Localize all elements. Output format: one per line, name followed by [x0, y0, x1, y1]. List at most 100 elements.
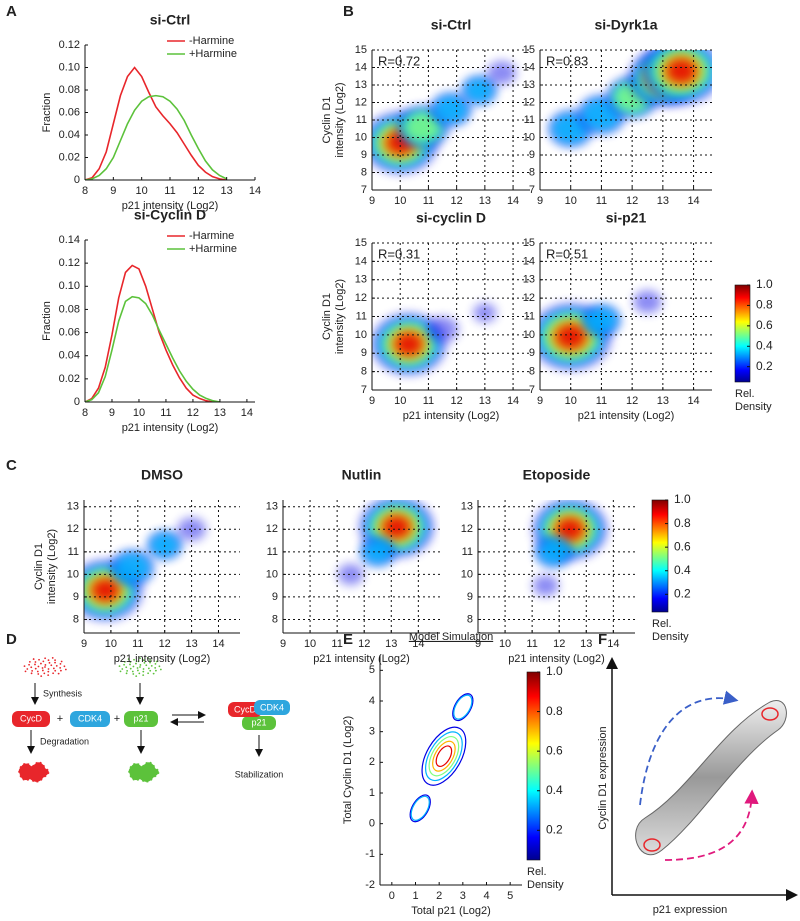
y-axis-label: intensity (Log2) [334, 279, 346, 354]
complex-cdk4 [254, 700, 290, 715]
colorbar-tick-label: 0.2 [674, 586, 691, 600]
state [643, 838, 661, 852]
chart-title: DMSO [141, 467, 183, 483]
colorbar-label: Density [652, 631, 689, 643]
x-tick-label: 10 [499, 638, 511, 650]
y-tick-label: 0.12 [59, 39, 80, 51]
density-blob [404, 111, 442, 143]
y-tick-label: 11 [524, 114, 535, 126]
plot-area [532, 500, 608, 597]
y-tick-label: 12 [523, 292, 535, 304]
density-contour [453, 694, 473, 720]
y-tick-label: 5 [369, 664, 375, 676]
plot-area [548, 50, 712, 147]
dot [32, 658, 35, 660]
annotation: R=0.72 [378, 53, 420, 68]
dot [138, 672, 141, 675]
y-axis-label: intensity (Log2) [46, 529, 58, 604]
dot [135, 675, 138, 677]
cycd-box [12, 711, 50, 727]
label: Degradation [40, 736, 89, 746]
chart: Etoposide 9 10 11 12 13 14 8 9 10 11 12 13 p21 intens… [461, 467, 691, 665]
x-tick-label: 9 [110, 185, 116, 197]
x-tick-label: 9 [280, 638, 286, 650]
colorbar-label: Density [735, 401, 772, 413]
dot [125, 672, 128, 675]
y-tick-label: 13 [355, 79, 367, 91]
x-tick-label: 2 [436, 890, 442, 902]
line-series [85, 66, 227, 180]
label: Stabilization [235, 769, 284, 779]
density-contour [410, 795, 430, 821]
annotation: R=0.83 [546, 53, 588, 68]
y-tick-label: 0.06 [59, 326, 80, 338]
plot-area [85, 66, 228, 180]
y-tick-label: 9 [529, 347, 535, 359]
x-tick-label: 10 [133, 407, 145, 419]
x-tick-label: 9 [109, 407, 115, 419]
dot [34, 667, 37, 670]
density-blob [584, 306, 619, 335]
dot [36, 670, 39, 673]
y-tick-label: 10 [461, 568, 473, 580]
x-tick-label: 11 [596, 395, 607, 407]
x-tick-label: 14 [507, 195, 519, 207]
dot [118, 665, 121, 668]
panel-label: D [6, 631, 17, 648]
x-tick-label: 11 [423, 395, 434, 407]
colorbar-label: Rel. [527, 866, 547, 878]
complex-cycd [228, 702, 262, 717]
label: CycD [234, 704, 256, 714]
degraded-p21 [127, 760, 161, 784]
y-axis-label: Fraction [41, 93, 53, 133]
dot [136, 667, 139, 669]
y-tick-label: -2 [365, 879, 375, 891]
y-tick-label: 14 [355, 255, 367, 267]
density-blob [113, 552, 152, 583]
colorbar-tick-label: 0.4 [756, 338, 773, 352]
y-tick-label: 9 [529, 149, 535, 161]
x-axis-label: p21 intensity (Log2) [578, 410, 675, 422]
chart-title: Nutlin [342, 467, 382, 483]
plot-area [409, 693, 474, 823]
legend-label: +Harmine [189, 243, 237, 255]
y-tick-label: 7 [529, 184, 535, 196]
dot [41, 667, 44, 669]
annotation: R=0.31 [378, 246, 420, 261]
chart-title: si-Ctrl [431, 17, 471, 33]
y-tick-label: 7 [361, 384, 367, 396]
x-tick-label: 11 [132, 638, 143, 650]
y-tick-label: 8 [467, 613, 473, 625]
plot-area [372, 303, 497, 375]
x-tick-label: 9 [81, 638, 87, 650]
dot [30, 666, 33, 669]
chart-title: si-Ctrl [150, 12, 190, 28]
y-tick-label: 0.10 [59, 61, 80, 73]
chart-title: Model Simulation [409, 631, 493, 643]
dot [54, 669, 57, 672]
chart-title: si-p21 [606, 210, 647, 226]
dot [42, 660, 45, 663]
label: p21 [133, 713, 148, 723]
x-tick-label: 10 [304, 638, 316, 650]
dot [150, 664, 153, 667]
panel-label: F [598, 631, 607, 648]
x-tick-label: 13 [657, 195, 669, 207]
dot [37, 673, 40, 675]
y-tick-label: 9 [361, 347, 367, 359]
x-tick-label: 14 [212, 638, 224, 650]
density-blob [666, 59, 696, 83]
dot [64, 668, 67, 671]
y-tick-label: 9 [73, 591, 79, 603]
density-blob [487, 60, 517, 85]
dot [143, 661, 146, 664]
colorbar [526, 671, 541, 861]
dot [40, 675, 43, 677]
panel-label: C [6, 457, 17, 474]
x-tick-label: 4 [483, 890, 489, 902]
colorbar-label: Density [527, 879, 564, 891]
y-tick-label: 11 [68, 546, 79, 558]
y-tick-label: 12 [461, 523, 473, 535]
dot [137, 660, 140, 663]
